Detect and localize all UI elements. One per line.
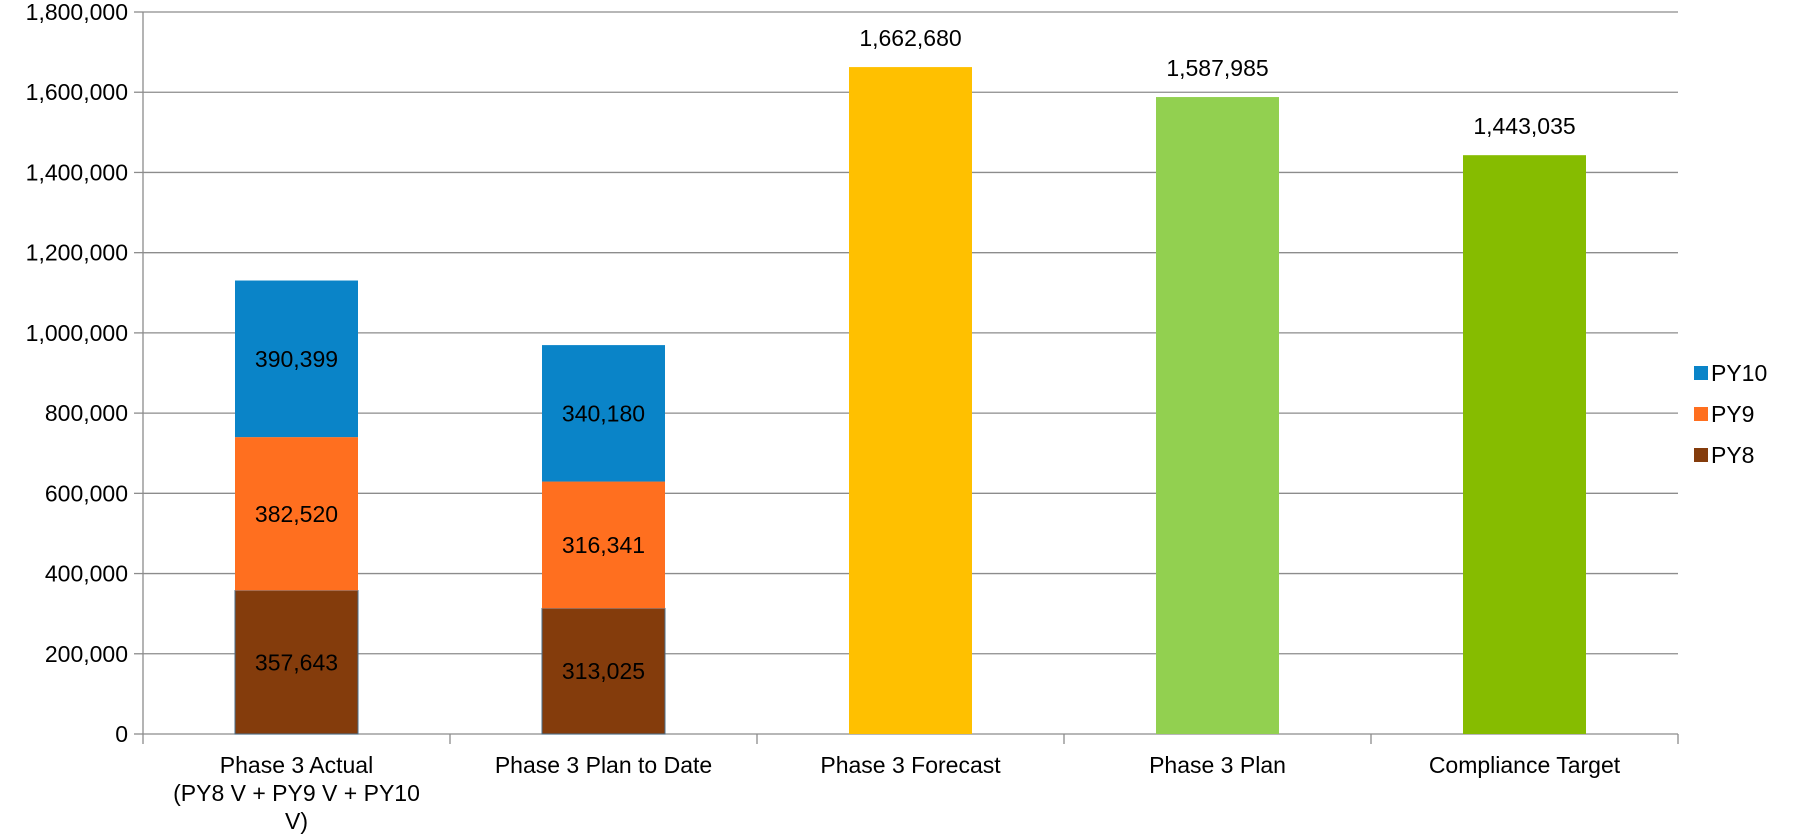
- bar-segment-py8: [541, 607, 666, 735]
- bar: [849, 67, 972, 735]
- y-tick-label: 400,000: [45, 561, 128, 587]
- y-tick-label: 1,000,000: [26, 320, 128, 346]
- bar-segment-py8: [234, 590, 359, 735]
- legend-swatch-py10: [1694, 366, 1708, 380]
- y-tick-label: 1,200,000: [26, 240, 128, 266]
- x-tick-label: Phase 3 Plan to Date: [495, 752, 712, 778]
- x-tick-label: Compliance Target: [1429, 752, 1621, 778]
- data-label: 357,643: [255, 649, 338, 675]
- bars: [234, 67, 1586, 735]
- legend-label-py10: PY10: [1711, 360, 1767, 386]
- x-tick-label: Phase 3 Actual: [220, 752, 373, 778]
- bar-segment-py9: [542, 481, 665, 609]
- bar-segment-py9: [235, 437, 358, 591]
- data-labels: 357,643 313,025 382,520 316,341 390,399 340,1…: [255, 25, 1576, 684]
- data-label: 340,180: [562, 400, 645, 426]
- data-label: 382,520: [255, 501, 338, 527]
- data-label: 316,341: [562, 532, 645, 558]
- y-tick-label: 1,600,000: [26, 79, 128, 105]
- y-tick-label: 0: [115, 721, 128, 747]
- y-tick-label: 800,000: [45, 400, 128, 426]
- y-tick-label: 1,400,000: [26, 159, 128, 185]
- x-tick-label: Phase 3 Forecast: [820, 752, 1001, 778]
- y-tick-label: 600,000: [45, 480, 128, 506]
- legend-label-py8: PY8: [1711, 442, 1754, 468]
- data-label: 313,025: [562, 658, 645, 684]
- data-label: 390,399: [255, 346, 338, 372]
- bar-segment-py10: [542, 345, 665, 482]
- y-tick-label: 200,000: [45, 641, 128, 667]
- legend-label-py9: PY9: [1711, 401, 1754, 427]
- bar: [1156, 97, 1279, 735]
- x-tick-label: Phase 3 Plan: [1149, 752, 1286, 778]
- x-tick-label: V): [285, 808, 308, 834]
- y-tick-label: 1,800,000: [26, 0, 128, 25]
- data-label: 1,443,035: [1473, 113, 1575, 139]
- bar: [1463, 155, 1586, 735]
- y-axis-tick-labels: 0 200,000 400,000 600,000 800,000 1,000,000 1,…: [26, 0, 128, 747]
- data-label: 1,587,985: [1166, 55, 1268, 81]
- x-tick-label: (PY8 V + PY9 V + PY10: [173, 780, 420, 806]
- data-label: 1,662,680: [859, 25, 961, 51]
- bar-segment-py10: [235, 280, 358, 438]
- legend: PY10 PY9 PY8: [1694, 360, 1767, 468]
- legend-swatch-py9: [1694, 407, 1708, 421]
- legend-swatch-py8: [1694, 448, 1708, 462]
